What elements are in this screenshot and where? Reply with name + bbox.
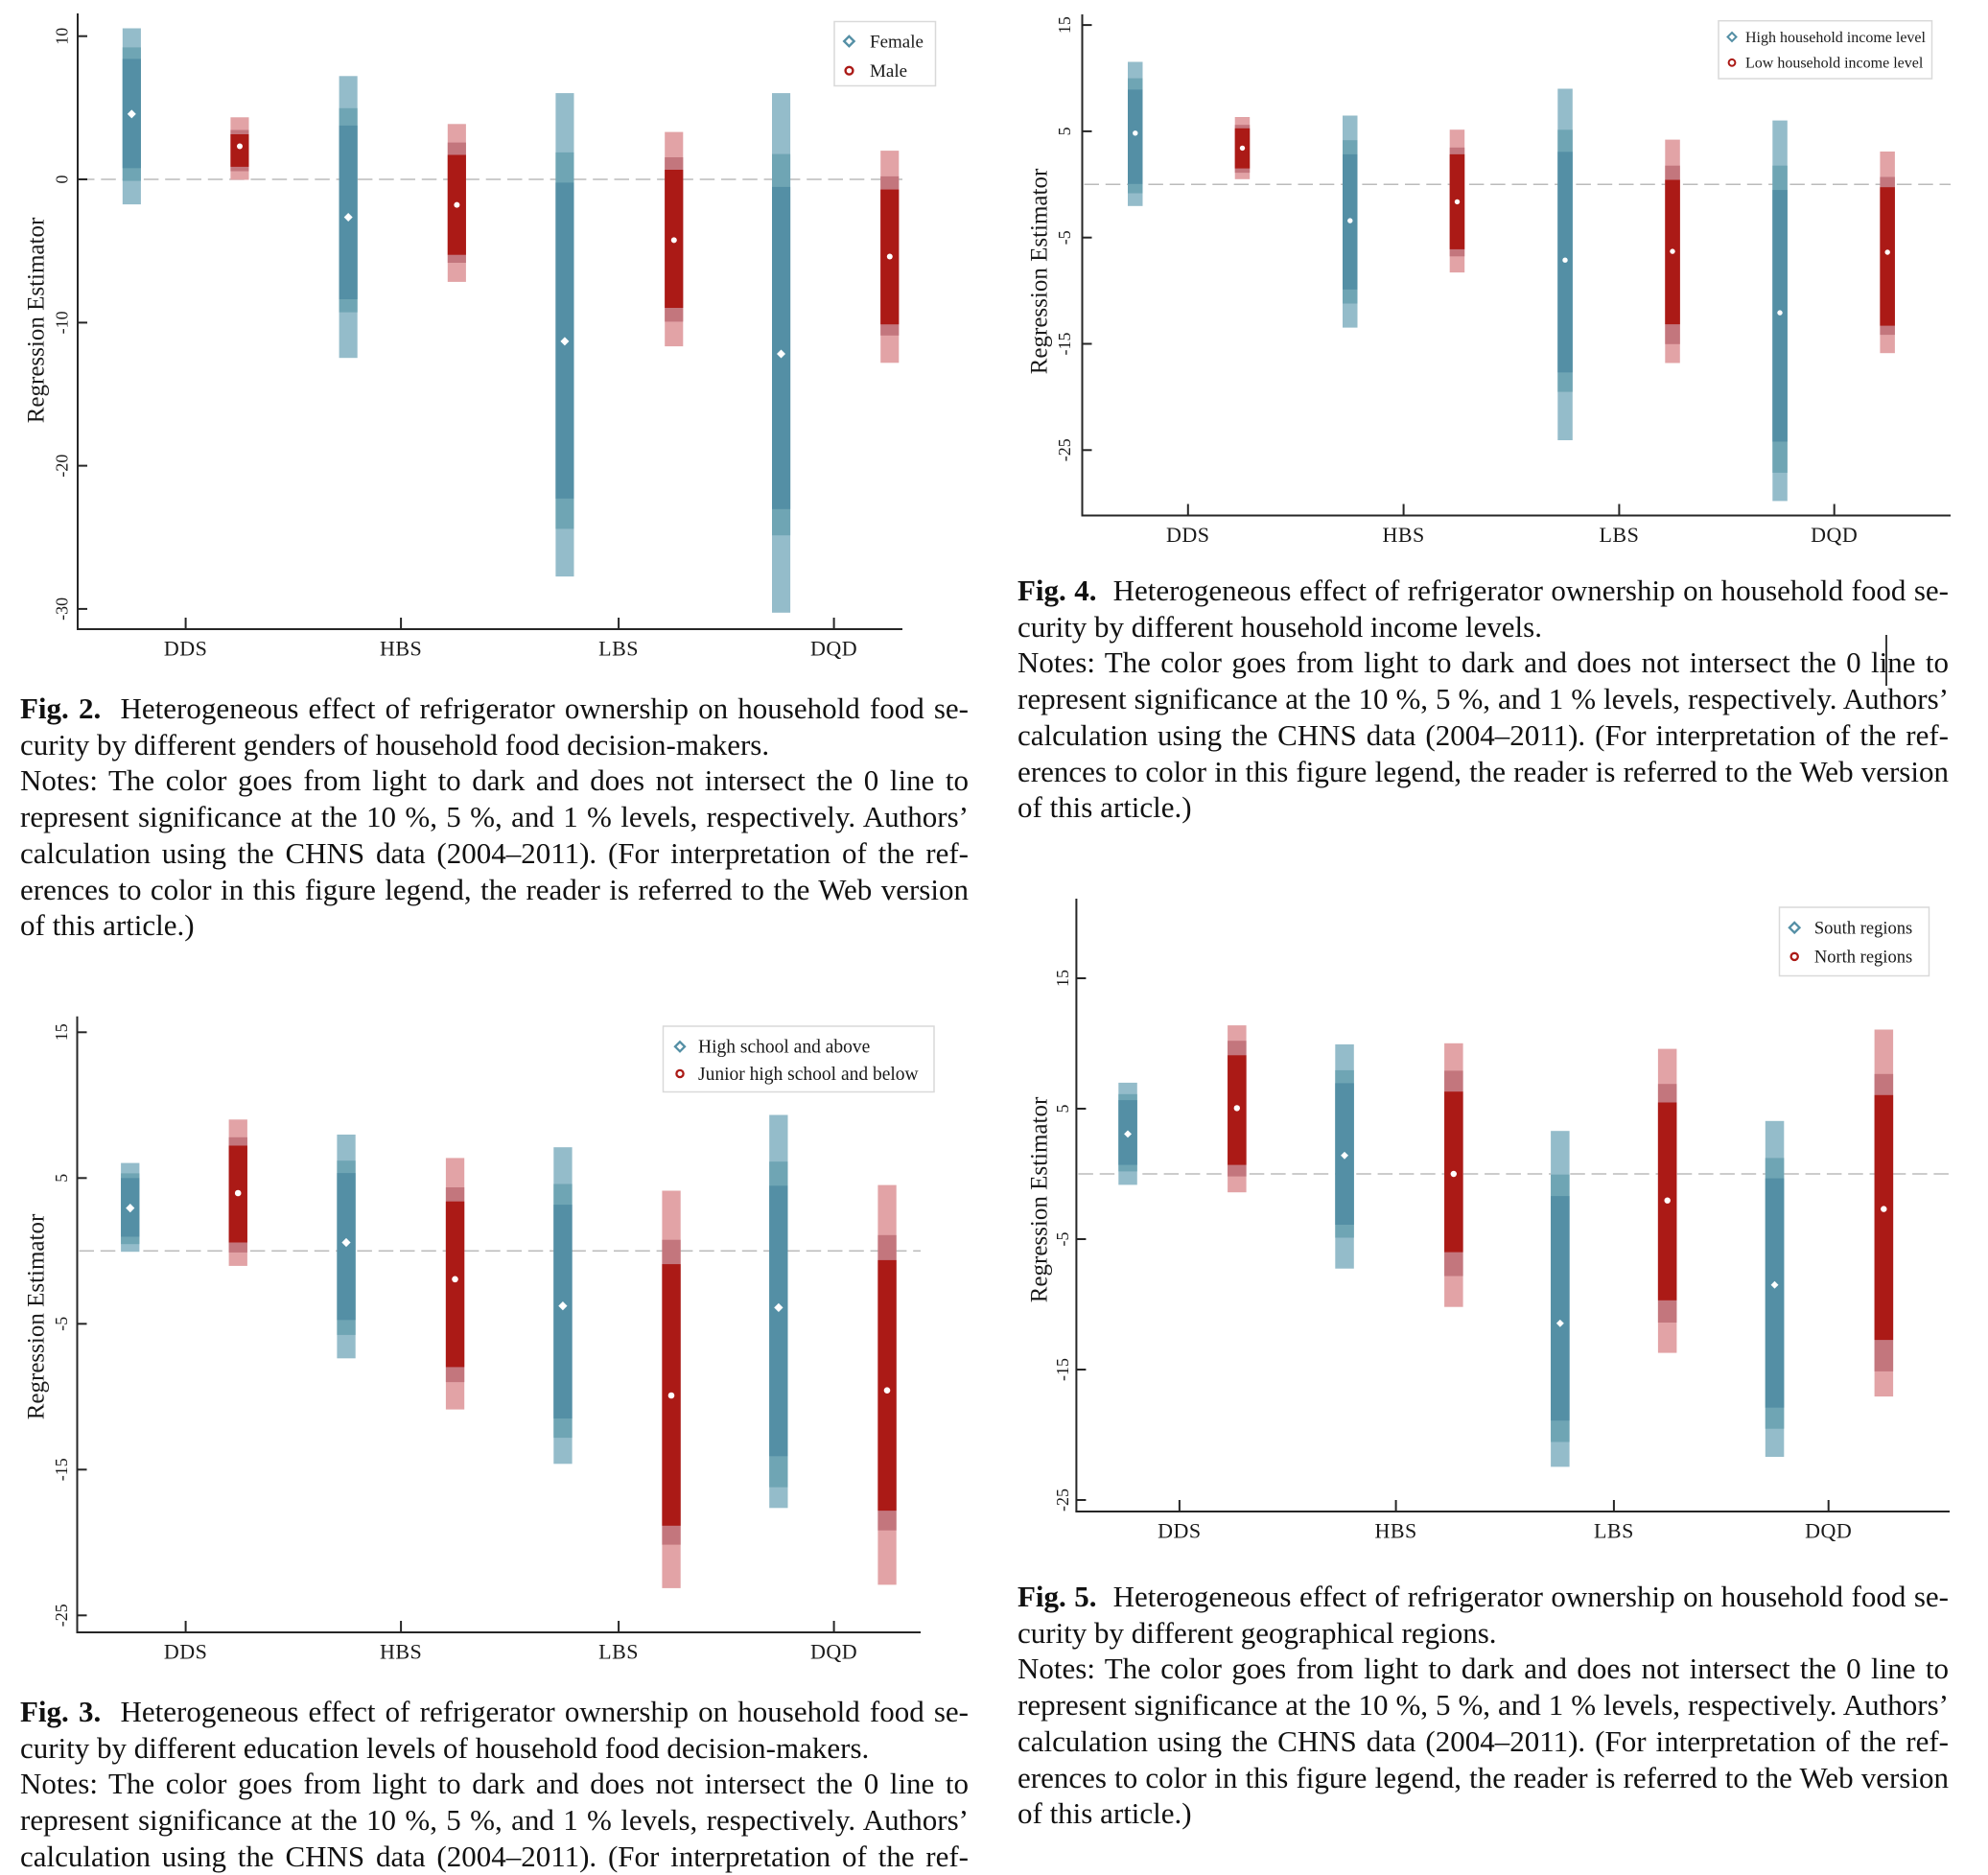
svg-text:-5: -5 bbox=[1055, 230, 1074, 245]
svg-text:10: 10 bbox=[53, 28, 72, 45]
svg-text:-25: -25 bbox=[1053, 1488, 1072, 1512]
svg-text:DQD: DQD bbox=[810, 637, 857, 661]
svg-text:Regression Estimator: Regression Estimator bbox=[24, 1213, 50, 1419]
svg-text:-30: -30 bbox=[53, 598, 72, 621]
svg-text:HBS: HBS bbox=[380, 1640, 422, 1664]
svg-text:-5: -5 bbox=[52, 1317, 71, 1331]
svg-text:Regression Estimator: Regression Estimator bbox=[1027, 168, 1053, 374]
svg-text:Female: Female bbox=[870, 32, 924, 52]
svg-text:5: 5 bbox=[52, 1174, 71, 1183]
svg-text:0: 0 bbox=[53, 176, 72, 184]
svg-text:HBS: HBS bbox=[1374, 1519, 1416, 1543]
svg-text:DDS: DDS bbox=[1158, 1519, 1202, 1543]
svg-text:High school and above: High school and above bbox=[698, 1038, 870, 1058]
svg-text:-5: -5 bbox=[1053, 1232, 1072, 1247]
svg-text:15: 15 bbox=[1055, 16, 1074, 34]
svg-text:LBS: LBS bbox=[598, 1640, 639, 1664]
svg-text:South regions: South regions bbox=[1814, 919, 1912, 938]
svg-text:-25: -25 bbox=[52, 1604, 71, 1627]
svg-text:Male: Male bbox=[870, 61, 907, 82]
svg-text:15: 15 bbox=[52, 1023, 71, 1041]
svg-text:DQD: DQD bbox=[810, 1640, 857, 1664]
svg-text:High household income level: High household income level bbox=[1745, 30, 1927, 46]
svg-text:DQD: DQD bbox=[1811, 523, 1858, 547]
svg-text:15: 15 bbox=[1053, 970, 1072, 987]
svg-text:DQD: DQD bbox=[1805, 1519, 1852, 1543]
svg-text:-15: -15 bbox=[1055, 333, 1074, 356]
svg-text:North regions: North regions bbox=[1814, 949, 1912, 968]
svg-text:Junior high school and below: Junior high school and below bbox=[698, 1065, 919, 1085]
svg-text:LBS: LBS bbox=[1594, 1519, 1634, 1543]
svg-text:5: 5 bbox=[1053, 1105, 1072, 1113]
svg-text:LBS: LBS bbox=[598, 637, 639, 661]
svg-text:Low household income level: Low household income level bbox=[1745, 56, 1924, 72]
svg-text:Regression Estimator: Regression Estimator bbox=[24, 217, 50, 423]
svg-text:-15: -15 bbox=[1053, 1358, 1072, 1381]
svg-text:HBS: HBS bbox=[380, 637, 422, 661]
svg-text:LBS: LBS bbox=[1599, 523, 1639, 547]
svg-text:HBS: HBS bbox=[1382, 523, 1424, 547]
svg-text:-10: -10 bbox=[53, 311, 72, 334]
svg-text:DDS: DDS bbox=[164, 1640, 208, 1664]
svg-text:Regression Estimator: Regression Estimator bbox=[1027, 1096, 1053, 1302]
svg-text:5: 5 bbox=[1055, 127, 1074, 135]
svg-text:DDS: DDS bbox=[164, 637, 208, 661]
svg-text:-25: -25 bbox=[1055, 438, 1074, 461]
svg-text:DDS: DDS bbox=[1166, 523, 1210, 547]
svg-text:-15: -15 bbox=[52, 1458, 71, 1481]
svg-text:-20: -20 bbox=[53, 455, 72, 478]
